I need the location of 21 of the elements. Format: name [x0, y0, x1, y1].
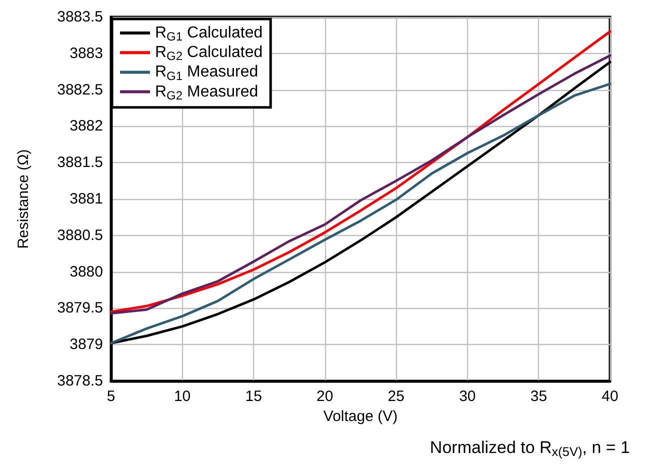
y-tick-label: 3879.5 — [57, 300, 103, 317]
x-tick-label: 25 — [388, 388, 404, 405]
y-axis-title: Resistance (Ω) — [15, 149, 32, 249]
y-tick-label: 3878.5 — [57, 372, 103, 390]
y-tick-label: 3881.5 — [57, 154, 103, 172]
x-tick-label: 20 — [316, 388, 334, 405]
y-tick-label: 3880.5 — [57, 226, 103, 244]
y-tick-label: 3883 — [70, 44, 103, 62]
x-tick-label: 15 — [245, 388, 262, 405]
y-tick-label: 3882.5 — [57, 81, 103, 98]
y-tick-label: 3879 — [70, 336, 103, 354]
y-tick-label: 3881 — [70, 190, 103, 208]
y-tick-label: 3883.5 — [57, 8, 103, 26]
x-tick-label: 5 — [106, 388, 116, 405]
x-tick-label: 35 — [530, 388, 548, 405]
x-tick-label: 30 — [459, 388, 476, 405]
y-tick-label: 3882 — [70, 118, 103, 135]
x-tick-label: 10 — [174, 388, 191, 405]
x-tick-label: 40 — [602, 388, 618, 405]
y-tick-label: 3880 — [70, 263, 103, 280]
x-axis-title: Voltage (V) — [323, 408, 398, 425]
